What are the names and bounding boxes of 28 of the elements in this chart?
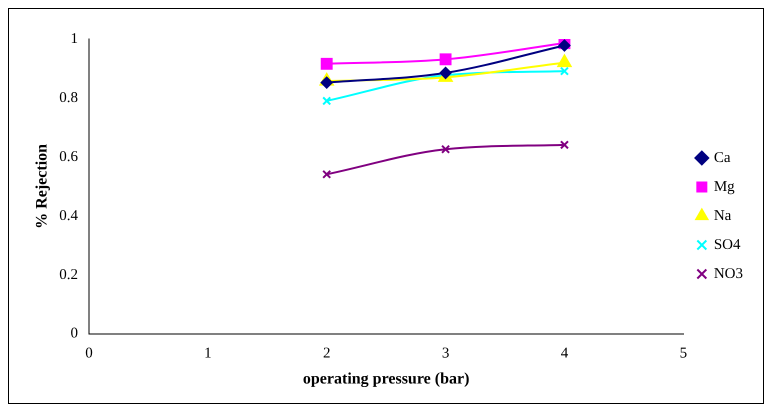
point	[320, 58, 333, 70]
point	[440, 66, 452, 79]
y-tick-label: 0.2	[59, 266, 78, 283]
y-tick-label: 1	[70, 30, 78, 47]
y-tick-label: 0.8	[59, 90, 78, 106]
point	[320, 76, 333, 89]
point	[322, 170, 332, 179]
point	[560, 140, 569, 150]
legend-label: Mg	[714, 178, 736, 195]
x-tick-label: 1	[204, 346, 212, 362]
x-tick-label: 2	[322, 346, 330, 362]
legend-label: Na	[714, 208, 732, 224]
point	[440, 53, 452, 66]
legend-label: Ca	[714, 150, 731, 166]
y-tick-label: 0.4	[59, 208, 78, 224]
x-tick-label: 5	[680, 346, 688, 362]
x-tick-label: 3	[442, 346, 450, 362]
point	[322, 96, 332, 106]
point	[441, 144, 450, 154]
y-axis-title: % Rejection	[34, 144, 51, 229]
legend-label: NO3	[714, 266, 744, 282]
legend-label: SO4	[714, 236, 742, 253]
point	[560, 66, 569, 76]
x-tick-label: 0	[85, 346, 93, 362]
y-tick-label: 0	[70, 326, 78, 342]
x-tick-label: 4	[560, 346, 569, 362]
x-axis-title: operating pressure (bar)	[302, 370, 470, 388]
y-tick-label: 0.6	[59, 148, 78, 165]
